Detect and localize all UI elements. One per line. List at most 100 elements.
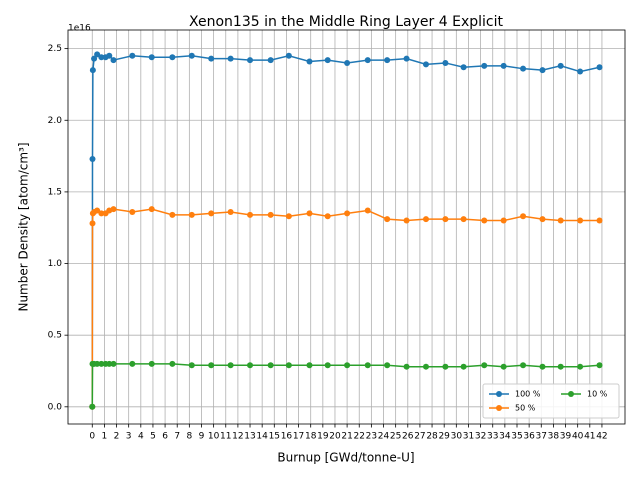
data-point — [403, 217, 410, 224]
x-tick-label: 38 — [548, 432, 560, 442]
data-point — [324, 362, 331, 369]
data-point — [557, 62, 564, 69]
data-point — [500, 62, 507, 69]
x-tick-label: 9 — [199, 432, 205, 442]
legend-label: 100 % — [515, 390, 541, 399]
legend-box — [482, 383, 620, 419]
data-point — [364, 57, 371, 64]
data-point — [89, 220, 96, 227]
data-point — [208, 55, 215, 62]
data-point — [285, 213, 292, 220]
data-point — [227, 362, 234, 369]
data-point — [110, 360, 117, 367]
x-tick-label: 13 — [244, 432, 255, 442]
data-point — [306, 362, 313, 369]
data-point — [344, 59, 351, 66]
y-tick-label: 0.0 — [48, 402, 63, 412]
data-point — [148, 360, 155, 367]
data-point — [148, 206, 155, 213]
data-point — [442, 216, 449, 223]
data-point — [208, 362, 215, 369]
x-tick-label: 34 — [499, 432, 511, 442]
data-point — [520, 362, 527, 369]
data-point — [596, 362, 603, 369]
x-tick-label: 39 — [560, 432, 572, 442]
data-point — [596, 64, 603, 71]
data-point — [364, 207, 371, 214]
data-point — [460, 216, 467, 223]
legend-marker — [568, 391, 574, 397]
x-tick-label: 14 — [256, 432, 268, 442]
data-point — [384, 362, 391, 369]
data-point — [89, 403, 96, 410]
data-point — [481, 217, 488, 224]
y-tick-label: 2.0 — [48, 116, 63, 126]
data-point — [98, 360, 105, 367]
data-point — [422, 363, 429, 370]
data-point — [403, 55, 410, 62]
data-point — [306, 210, 313, 217]
data-point — [384, 57, 391, 64]
data-point — [148, 54, 155, 61]
data-point — [500, 363, 507, 370]
data-point — [227, 55, 234, 62]
plot-frame — [67, 29, 626, 425]
data-point — [285, 362, 292, 369]
x-tick-label: 41 — [584, 432, 595, 442]
x-tick-label: 3 — [126, 432, 132, 442]
y-tick-label: 1.5 — [48, 187, 62, 197]
x-tick-label: 33 — [487, 432, 498, 442]
x-tick-label: 4 — [138, 432, 144, 442]
data-point — [539, 67, 546, 74]
y-offset-label: 1e16 — [68, 24, 91, 34]
data-point — [267, 211, 274, 218]
legend-label: 50 % — [515, 404, 536, 413]
data-point — [422, 61, 429, 68]
data-point — [596, 217, 603, 224]
data-point — [481, 362, 488, 369]
data-point — [539, 363, 546, 370]
legend-marker — [496, 405, 502, 411]
x-tick-label: 36 — [523, 432, 535, 442]
data-point — [442, 363, 449, 370]
x-tick-label: 12 — [232, 432, 243, 442]
x-tick-label: 10 — [208, 432, 220, 442]
data-point — [188, 211, 195, 218]
x-tick-label: 20 — [329, 432, 341, 442]
data-point — [460, 363, 467, 370]
x-tick-label: 32 — [475, 432, 486, 442]
data-point — [577, 217, 584, 224]
data-point — [110, 206, 117, 213]
data-point — [94, 51, 101, 58]
data-point — [247, 57, 254, 64]
data-point — [306, 58, 313, 65]
x-tick-label: 8 — [186, 432, 192, 442]
data-point — [129, 208, 136, 215]
x-tick-label: 19 — [317, 432, 329, 442]
data-point — [324, 213, 331, 220]
x-tick-label: 27 — [414, 432, 425, 442]
data-point — [557, 363, 564, 370]
y-tick-label: 1.0 — [48, 259, 63, 269]
data-point — [539, 216, 546, 223]
x-tick-label: 37 — [536, 432, 547, 442]
x-tick-label: 21 — [341, 432, 352, 442]
x-tick-label: 0 — [89, 432, 95, 442]
data-point — [267, 362, 274, 369]
data-point — [384, 216, 391, 223]
x-tick-label: 11 — [220, 432, 231, 442]
x-tick-label: 7 — [174, 432, 180, 442]
data-point — [94, 360, 101, 367]
data-point — [500, 217, 507, 224]
legend-marker — [496, 391, 502, 397]
data-point — [94, 207, 101, 214]
data-point — [247, 211, 254, 218]
data-point — [188, 362, 195, 369]
x-tick-label: 24 — [378, 432, 390, 442]
x-tick-label: 15 — [269, 432, 280, 442]
data-point — [110, 57, 117, 64]
data-point — [247, 362, 254, 369]
x-tick-label: 1 — [102, 432, 108, 442]
x-tick-label: 25 — [390, 432, 401, 442]
